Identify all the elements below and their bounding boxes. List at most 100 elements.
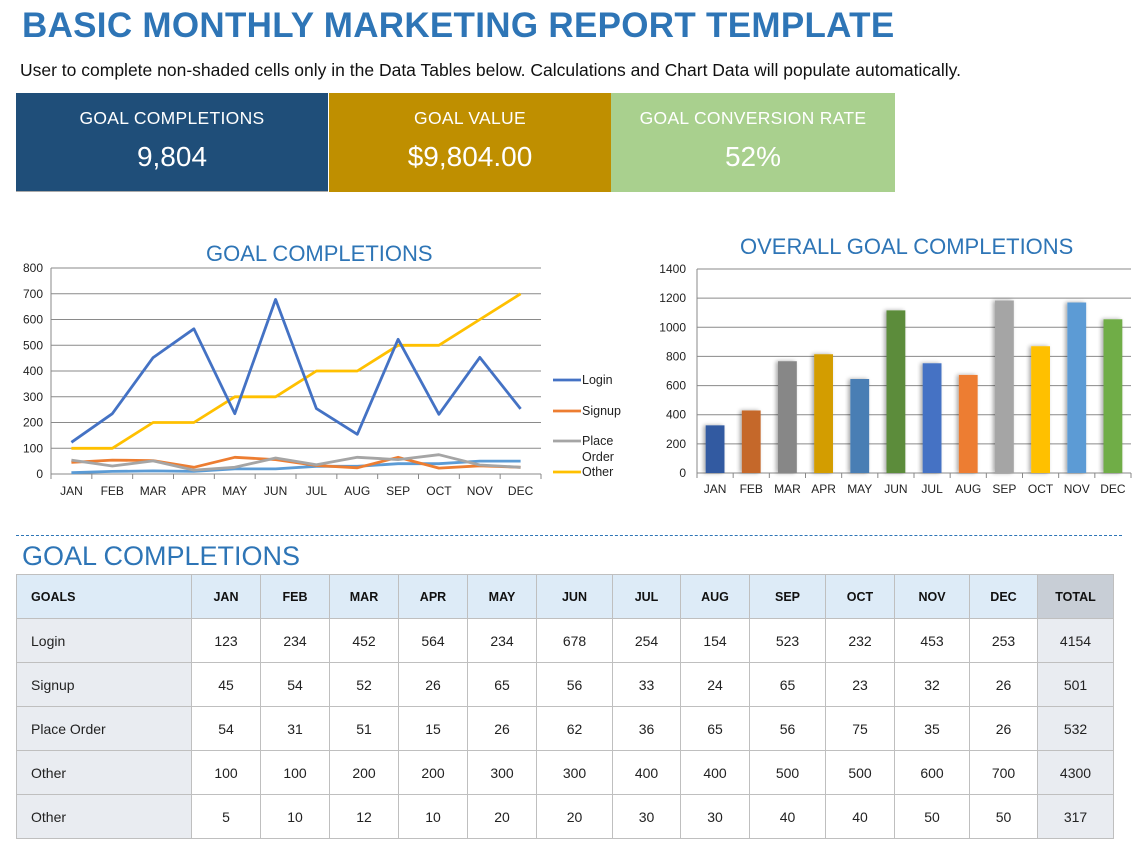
x-tick-label: SEP <box>992 482 1016 496</box>
value-cell[interactable]: 65 <box>680 706 750 751</box>
kpi-goal-conversion-rate: GOAL CONVERSION RATE 52% <box>611 93 895 192</box>
value-cell[interactable]: 50 <box>969 794 1038 839</box>
section-divider <box>16 535 1122 536</box>
column-header: MAY <box>467 574 537 619</box>
value-cell[interactable]: 56 <box>749 706 826 751</box>
y-tick-label: 1400 <box>659 262 686 276</box>
value-cell[interactable]: 5 <box>191 794 261 839</box>
x-tick-label: AUG <box>955 482 981 496</box>
value-cell[interactable]: 26 <box>969 706 1038 751</box>
value-cell[interactable]: 45 <box>191 662 261 707</box>
x-tick-label: APR <box>811 482 836 496</box>
goal-name-cell[interactable]: Place Order <box>16 706 192 751</box>
value-cell[interactable]: 65 <box>467 662 537 707</box>
value-cell[interactable]: 32 <box>894 662 970 707</box>
value-cell[interactable]: 234 <box>260 618 330 663</box>
x-tick-label: JUN <box>884 482 907 496</box>
value-cell[interactable]: 400 <box>680 750 750 795</box>
value-cell[interactable]: 12 <box>329 794 399 839</box>
bar-aug <box>958 374 978 473</box>
goal-name-cell[interactable]: Other <box>16 794 192 839</box>
value-cell[interactable]: 30 <box>612 794 681 839</box>
value-cell[interactable]: 200 <box>398 750 468 795</box>
goal-name-cell[interactable]: Signup <box>16 662 192 707</box>
value-cell[interactable]: 51 <box>329 706 399 751</box>
x-tick-label: FEB <box>101 484 124 498</box>
value-cell[interactable]: 300 <box>536 750 613 795</box>
value-cell[interactable]: 24 <box>680 662 750 707</box>
value-cell[interactable]: 100 <box>191 750 261 795</box>
value-cell[interactable]: 35 <box>894 706 970 751</box>
x-tick-label: OCT <box>426 484 452 498</box>
column-header: AUG <box>680 574 750 619</box>
value-cell[interactable]: 10 <box>398 794 468 839</box>
x-tick-label: OCT <box>1028 482 1054 496</box>
table-header-row: GOALS JAN FEB MAR APR MAY JUN JUL AUG SE… <box>16 574 1114 619</box>
bar-jun <box>886 310 906 473</box>
value-cell[interactable]: 253 <box>969 618 1038 663</box>
value-cell[interactable]: 15 <box>398 706 468 751</box>
value-cell[interactable]: 678 <box>536 618 613 663</box>
value-cell[interactable]: 20 <box>536 794 613 839</box>
table-row: Other 5 10 12 10 20 20 30 30 40 40 50 50 317 <box>16 794 1114 839</box>
value-cell[interactable]: 31 <box>260 706 330 751</box>
value-cell[interactable]: 26 <box>467 706 537 751</box>
value-cell[interactable]: 23 <box>825 662 895 707</box>
value-cell[interactable]: 254 <box>612 618 681 663</box>
value-cell[interactable]: 40 <box>749 794 826 839</box>
value-cell[interactable]: 234 <box>467 618 537 663</box>
value-cell[interactable]: 36 <box>612 706 681 751</box>
x-tick-label: MAY <box>847 482 872 496</box>
value-cell[interactable]: 453 <box>894 618 970 663</box>
y-tick-label: 0 <box>36 467 43 481</box>
value-cell[interactable]: 54 <box>191 706 261 751</box>
value-cell[interactable]: 30 <box>680 794 750 839</box>
value-cell[interactable]: 564 <box>398 618 468 663</box>
value-cell[interactable]: 452 <box>329 618 399 663</box>
y-tick-label: 400 <box>23 364 43 378</box>
value-cell[interactable]: 26 <box>398 662 468 707</box>
value-cell[interactable]: 50 <box>894 794 970 839</box>
value-cell[interactable]: 232 <box>825 618 895 663</box>
goal-name-cell[interactable]: Login <box>16 618 192 663</box>
legend-label: Signup <box>582 404 621 418</box>
value-cell[interactable]: 700 <box>969 750 1038 795</box>
value-cell[interactable]: 523 <box>749 618 826 663</box>
value-cell[interactable]: 54 <box>260 662 330 707</box>
value-cell[interactable]: 500 <box>825 750 895 795</box>
bar-jan <box>705 425 725 473</box>
value-cell[interactable]: 400 <box>612 750 681 795</box>
bar-feb <box>741 410 761 473</box>
value-cell[interactable]: 56 <box>536 662 613 707</box>
y-tick-label: 600 <box>23 313 43 327</box>
value-cell[interactable]: 65 <box>749 662 826 707</box>
value-cell[interactable]: 100 <box>260 750 330 795</box>
x-tick-label: MAR <box>140 484 167 498</box>
kpi-label: GOAL COMPLETIONS <box>79 108 265 128</box>
value-cell[interactable]: 154 <box>680 618 750 663</box>
x-tick-label: JUL <box>306 484 328 498</box>
value-cell[interactable]: 123 <box>191 618 261 663</box>
value-cell[interactable]: 500 <box>749 750 826 795</box>
goal-completions-table: GOALS JAN FEB MAR APR MAY JUN JUL AUG SE… <box>16 574 1114 839</box>
value-cell[interactable]: 200 <box>329 750 399 795</box>
bar-dec <box>1103 319 1123 473</box>
value-cell[interactable]: 20 <box>467 794 537 839</box>
series-line-place-order <box>71 453 521 472</box>
x-tick-label: FEB <box>740 482 763 496</box>
legend-label: Login <box>582 373 613 387</box>
value-cell[interactable]: 10 <box>260 794 330 839</box>
value-cell[interactable]: 75 <box>825 706 895 751</box>
value-cell[interactable]: 62 <box>536 706 613 751</box>
value-cell[interactable]: 300 <box>467 750 537 795</box>
table-row: Other 100 100 200 200 300 300 400 400 500 500 600 70… <box>16 750 1114 795</box>
total-cell: 532 <box>1037 706 1114 751</box>
value-cell[interactable]: 600 <box>894 750 970 795</box>
column-header: MAR <box>329 574 399 619</box>
value-cell[interactable]: 26 <box>969 662 1038 707</box>
value-cell[interactable]: 52 <box>329 662 399 707</box>
goal-name-cell[interactable]: Other <box>16 750 192 795</box>
value-cell[interactable]: 33 <box>612 662 681 707</box>
x-tick-label: MAR <box>774 482 801 496</box>
value-cell[interactable]: 40 <box>825 794 895 839</box>
